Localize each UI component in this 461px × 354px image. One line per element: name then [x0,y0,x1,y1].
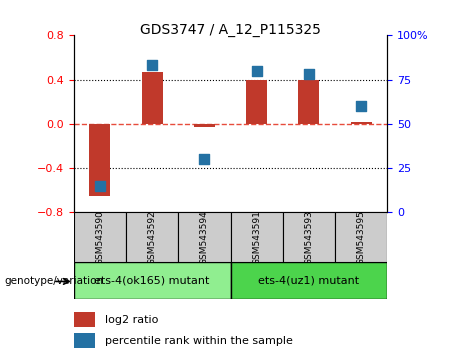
Bar [142,72,163,124]
Bar [178,212,230,262]
Text: GSM543592: GSM543592 [148,210,157,264]
Bar [335,212,387,262]
Bar [89,124,110,196]
Point [357,103,365,109]
Text: GDS3747 / A_12_P115325: GDS3747 / A_12_P115325 [140,23,321,37]
Point [201,156,208,162]
Text: log2 ratio: log2 ratio [105,315,158,325]
Text: GSM543595: GSM543595 [357,210,366,265]
Bar [74,333,95,348]
Bar [246,80,267,124]
Text: GSM543594: GSM543594 [200,210,209,264]
Text: GSM543593: GSM543593 [304,210,313,265]
Bar [283,212,335,262]
Point [305,72,313,77]
Text: GSM543591: GSM543591 [252,210,261,265]
Bar [74,262,230,299]
Point [253,68,260,74]
Point [96,183,104,189]
Point [148,63,156,68]
Bar [351,122,372,124]
Bar [194,124,215,127]
Bar [230,212,283,262]
Text: genotype/variation: genotype/variation [5,276,104,286]
Bar [126,212,178,262]
Bar [74,312,95,327]
Text: ets-4(uz1) mutant: ets-4(uz1) mutant [258,275,360,286]
Text: percentile rank within the sample: percentile rank within the sample [105,336,293,346]
Text: ets-4(ok165) mutant: ets-4(ok165) mutant [95,275,210,286]
Bar [298,80,319,124]
Bar [230,262,387,299]
Text: GSM543590: GSM543590 [95,210,104,265]
Bar [74,212,126,262]
